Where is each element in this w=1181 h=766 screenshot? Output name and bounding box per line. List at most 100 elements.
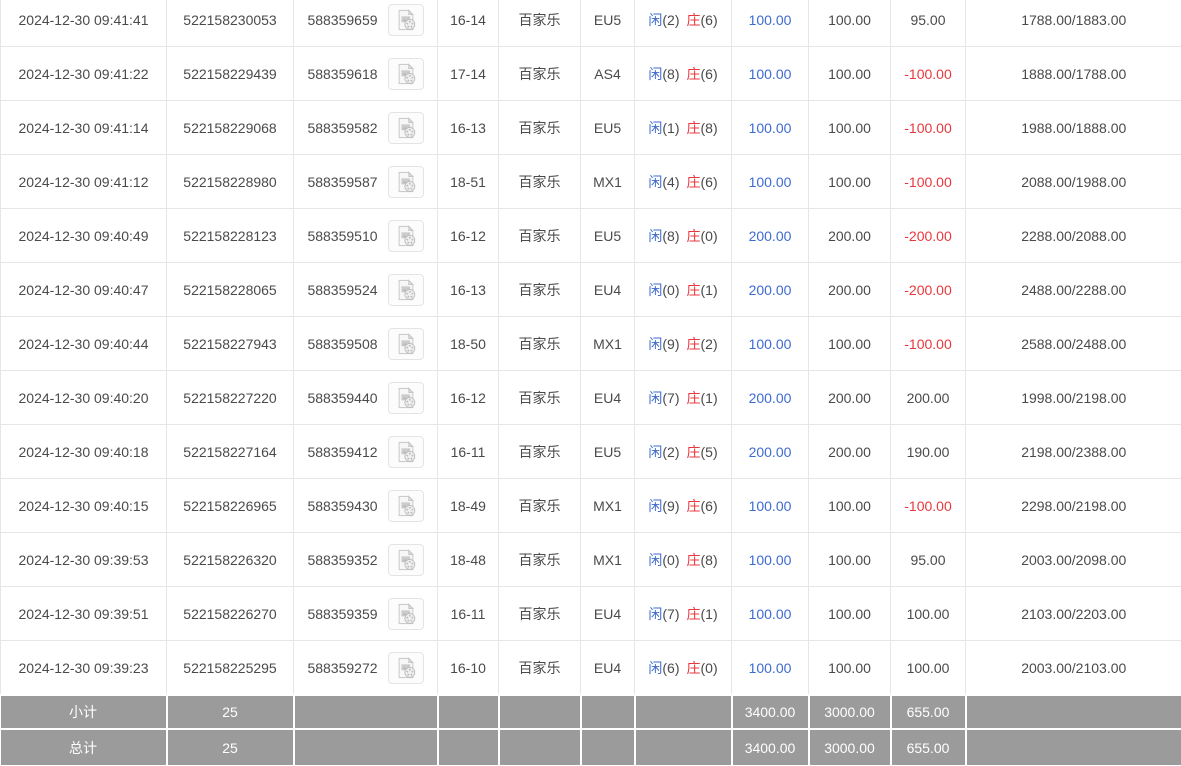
video-replay-icon — [398, 602, 415, 624]
video-replay-button[interactable] — [387, 165, 424, 198]
bet-time: 2024-12-30 09:39:23 — [18, 659, 149, 676]
round-cell: 18-50 — [437, 316, 499, 371]
video-replay-button[interactable] — [387, 327, 424, 360]
video-replay-icon — [398, 8, 415, 30]
balance: 2003.00/2098.00 — [1021, 551, 1127, 568]
valid-amount: 100.00 — [828, 335, 871, 352]
bet-amount-link[interactable]: 100.00 — [748, 65, 792, 82]
bet-amount-cell: 100.00 — [731, 46, 809, 101]
player-result-label: 闲 — [648, 551, 663, 568]
balance-cell: 2088.00/1988.00 — [965, 154, 1181, 209]
win-loss: -100.00 — [904, 119, 952, 136]
valid-amount: 100.00 — [828, 119, 871, 136]
player-result-label: 闲 — [648, 281, 663, 298]
video-replay-button[interactable] — [387, 57, 424, 90]
bet-amount-link[interactable]: 100.00 — [748, 119, 792, 136]
result-cell: 闲(0) 庄(1) — [634, 262, 732, 317]
player-result-value: (9) — [662, 335, 680, 352]
valid-amount: 200.00 — [828, 389, 871, 406]
win-loss-cell: 100.00 — [890, 586, 966, 641]
valid-amount-cell: 100.00 — [808, 478, 891, 533]
bet-time-cell: 2024-12-30 09:40:18 — [0, 424, 167, 479]
valid-amount-cell: 100.00 — [808, 640, 891, 696]
order-number-cell: 522158229068 — [166, 100, 294, 155]
order-number: 522158226965 — [183, 497, 277, 514]
video-replay-button[interactable] — [387, 543, 424, 576]
video-replay-button[interactable] — [387, 273, 424, 306]
round-cell: 16-10 — [437, 640, 499, 696]
bet-amount-link[interactable]: 100.00 — [748, 605, 792, 622]
player-result-value: (7) — [662, 389, 680, 406]
order-number-cell: 522158227943 — [166, 316, 294, 371]
video-replay-button[interactable] — [387, 651, 424, 684]
round-number: 16-12 — [450, 389, 486, 406]
bet-amount-link[interactable]: 100.00 — [748, 173, 792, 190]
order-number: 522158227220 — [183, 389, 277, 406]
video-replay-button[interactable] — [387, 381, 424, 414]
game-number-cell: 588359510 — [293, 208, 438, 263]
bet-amount-link[interactable]: 200.00 — [748, 227, 792, 244]
video-replay-button[interactable] — [387, 219, 424, 252]
video-replay-button[interactable] — [387, 111, 424, 144]
video-replay-button[interactable] — [387, 489, 424, 522]
bet-amount-link[interactable]: 200.00 — [748, 389, 792, 406]
table-code: EU4 — [593, 281, 622, 298]
game-type-cell: 百家乐 — [498, 478, 581, 533]
bet-amount-link[interactable]: 100.00 — [748, 551, 792, 568]
table-code-cell: EU5 — [580, 100, 635, 155]
balance: 2588.00/2488.00 — [1021, 335, 1127, 352]
banker-result-value: (8) — [700, 119, 718, 136]
banker-result-label: 庄 — [686, 65, 701, 82]
win-loss: 190.00 — [906, 443, 950, 460]
balance: 1988.00/1888.00 — [1021, 119, 1127, 136]
balance-cell: 2288.00/2088.00 — [965, 208, 1181, 263]
video-replay-button[interactable] — [387, 597, 424, 630]
game-type: 百家乐 — [518, 119, 561, 136]
game-number: 588359430 — [307, 497, 378, 514]
table-code-cell: EU4 — [580, 640, 635, 696]
bet-amount-link[interactable]: 100.00 — [748, 11, 792, 28]
player-result-value: (9) — [662, 497, 680, 514]
balance: 2103.00/2203.00 — [1021, 605, 1127, 622]
bet-amount-cell: 100.00 — [731, 478, 809, 533]
subtotal-win-loss: 655.00 — [889, 694, 967, 729]
round-number: 16-11 — [450, 443, 486, 460]
bet-time-cell: 2024-12-30 09:40:15 — [0, 478, 167, 533]
player-result-value: (4) — [662, 173, 680, 190]
bet-amount-link[interactable]: 100.00 — [748, 659, 792, 676]
win-loss-cell: 100.00 — [890, 640, 966, 696]
game-type-cell: 百家乐 — [498, 370, 581, 425]
game-type-cell: 百家乐 — [498, 424, 581, 479]
banker-result-value: (6) — [700, 11, 718, 28]
game-type: 百家乐 — [518, 443, 561, 460]
game-number-cell: 588359272 — [293, 640, 438, 696]
bet-time: 2024-12-30 09:40:20 — [18, 389, 149, 406]
player-result-label: 闲 — [648, 659, 663, 676]
win-loss-cell: -100.00 — [890, 154, 966, 209]
table-row: 2024-12-30 09:40:47 522158228065 5883595… — [0, 262, 1181, 317]
bet-amount-link[interactable]: 200.00 — [748, 443, 792, 460]
game-number-cell: 588359587 — [293, 154, 438, 209]
video-replay-button[interactable] — [387, 3, 424, 36]
table-code-cell: EU5 — [580, 424, 635, 479]
balance: 2298.00/2198.00 — [1021, 497, 1127, 514]
bet-amount-link[interactable]: 100.00 — [748, 335, 792, 352]
bet-amount-cell: 200.00 — [731, 208, 809, 263]
table-row: 2024-12-30 09:39:23 522158225295 5883592… — [0, 640, 1181, 696]
table-code: EU4 — [593, 659, 622, 676]
bet-amount-cell: 100.00 — [731, 586, 809, 641]
valid-amount-cell: 200.00 — [808, 208, 891, 263]
table-code: MX1 — [593, 335, 622, 352]
game-type-cell: 百家乐 — [498, 100, 581, 155]
bet-amount-cell: 100.00 — [731, 316, 809, 371]
video-replay-button[interactable] — [387, 435, 424, 468]
bet-amount-link[interactable]: 100.00 — [748, 497, 792, 514]
valid-amount: 100.00 — [828, 551, 871, 568]
bet-time: 2024-12-30 09:40:18 — [18, 443, 149, 460]
game-type: 百家乐 — [518, 65, 561, 82]
win-loss-cell: -200.00 — [890, 262, 966, 317]
round-number: 18-50 — [450, 335, 486, 352]
round-cell: 16-11 — [437, 586, 499, 641]
table-row: 2024-12-30 09:39:53 522158226320 5883593… — [0, 532, 1181, 587]
bet-amount-link[interactable]: 200.00 — [748, 281, 792, 298]
